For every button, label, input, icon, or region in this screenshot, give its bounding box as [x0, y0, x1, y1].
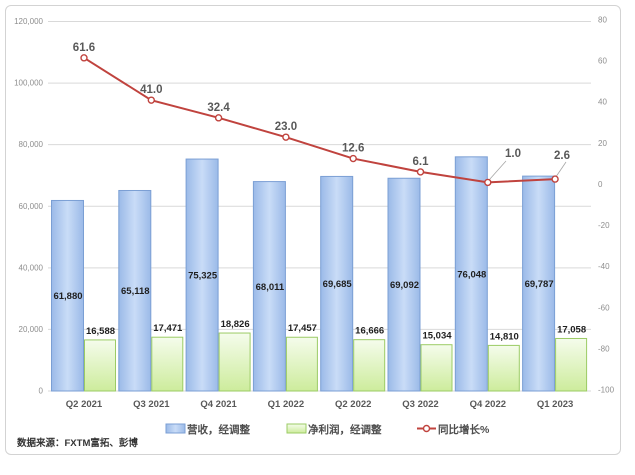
net-profit-bar: [555, 337, 588, 392]
y-axis-right-tick: 0: [598, 180, 603, 189]
revenue-bar: [252, 181, 286, 392]
revenue-bar: [387, 177, 421, 392]
revenue-bar-label: 68,011: [256, 282, 285, 293]
x-axis-label: Q2 2022: [335, 399, 371, 410]
legend-label-yoy: 同比增长%: [438, 423, 490, 436]
yoy-marker: [551, 175, 559, 183]
revenue-bar-label: 69,685: [323, 279, 353, 290]
net-profit-bar-label: 15,034: [422, 331, 452, 342]
y-axis-right-tick: -80: [598, 344, 610, 353]
legend-line-marker: [422, 424, 431, 433]
legend-swatch-revenue: [165, 423, 186, 434]
net-profit-bar-label: 17,058: [557, 324, 586, 335]
revenue-bar-label: 75,325: [188, 271, 218, 282]
net-profit-bar-label: 17,471: [153, 323, 183, 334]
net-profit-bar: [285, 336, 318, 392]
y-axis-right-tick: -40: [598, 262, 610, 271]
y-axis-right-tick: -100: [598, 386, 615, 395]
callout-leader-line: [556, 161, 567, 177]
x-axis-label: Q1 2023: [537, 399, 573, 410]
y-axis-left-tick: 120,000: [14, 17, 43, 26]
y-axis-right-tick: 40: [598, 98, 607, 107]
y-axis-right-tick: -20: [598, 221, 610, 230]
net-profit-bar: [353, 339, 386, 392]
revenue-bar: [454, 156, 488, 392]
yoy-marker: [282, 133, 290, 141]
y-axis-left-tick: 80,000: [19, 140, 44, 149]
net-profit-bar: [151, 336, 184, 392]
net-profit-bar: [84, 339, 116, 392]
revenue-bar-label: 69,787: [525, 279, 554, 290]
yoy-marker: [416, 168, 425, 176]
revenue-bar: [522, 175, 556, 392]
y-axis-right-tick: 20: [598, 139, 607, 148]
y-axis-right-tick: 80: [598, 16, 607, 25]
x-axis-label: Q4 2021: [200, 399, 237, 410]
net-profit-bar: [218, 332, 251, 392]
legend-swatch-net-profit: [286, 423, 307, 434]
legend-label-revenue: 营收，经调整: [187, 423, 250, 436]
y-axis-right-tick: -60: [598, 303, 610, 312]
revenue-bar: [320, 175, 354, 392]
yoy-value-label: 12.6: [342, 143, 364, 155]
yoy-value-label: 23.0: [275, 121, 297, 133]
x-axis-label: Q1 2022: [268, 399, 304, 410]
revenue-bar: [185, 158, 219, 392]
revenue-bar-label: 69,092: [390, 280, 419, 291]
revenue-bar-label: 76,048: [457, 269, 486, 280]
net-profit-bar-label: 16,588: [86, 326, 115, 337]
revenue-bar: [51, 199, 84, 392]
yoy-marker: [80, 54, 88, 62]
x-axis-label: Q3 2022: [402, 399, 438, 410]
yoy-line: [83, 56, 556, 184]
y-axis-left-tick: 0: [39, 387, 44, 396]
revenue-bar-label: 61,880: [53, 291, 82, 302]
yoy-marker: [147, 96, 156, 104]
x-axis-label: Q2 2021: [66, 399, 103, 410]
revenue-bar-label: 65,118: [121, 286, 150, 297]
source-note: 数据来源：FXTM富拓、彭博: [17, 438, 138, 449]
yoy-marker: [214, 114, 223, 122]
x-axis-label: Q3 2021: [133, 399, 170, 410]
yoy-value-label: 6.1: [413, 156, 430, 168]
net-profit-bar-label: 17,457: [288, 323, 317, 334]
callout-leader-line: [489, 160, 507, 180]
yoy-marker: [349, 154, 357, 163]
y-axis-left-tick: 40,000: [19, 263, 44, 272]
net-profit-bar-label: 18,826: [221, 319, 250, 330]
yoy-value-label: 32.4: [207, 102, 230, 114]
net-profit-bar: [420, 344, 453, 392]
yoy-value-label: 1.0: [505, 148, 521, 160]
y-axis-left-tick: 60,000: [19, 202, 44, 211]
yoy-value-label: 41.0: [140, 84, 162, 96]
legend-label-net-profit: 净利润，经调整: [308, 423, 382, 436]
x-axis-label: Q4 2022: [470, 399, 506, 410]
net-profit-bar-label: 14,810: [490, 331, 519, 342]
yoy-value-label: 61.6: [73, 42, 95, 54]
net-profit-bar-label: 16,666: [355, 326, 384, 337]
revenue-bar: [118, 189, 152, 392]
y-axis-left-tick: 20,000: [19, 325, 44, 334]
yoy-value-label: 2.6: [554, 150, 570, 162]
yoy-marker: [484, 178, 492, 187]
net-profit-bar: [487, 344, 520, 392]
y-axis-right-tick: 60: [598, 57, 607, 66]
y-axis-left-tick: 100,000: [14, 79, 43, 88]
